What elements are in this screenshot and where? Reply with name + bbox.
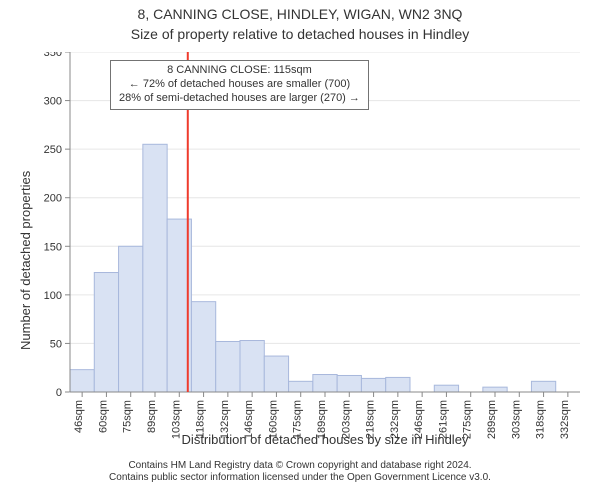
y-axis-label: Number of detached properties [18,171,33,350]
footer-line-2: Contains public sector information licen… [0,472,600,484]
annotation-line-1: 8 CANNING CLOSE: 115sqm [119,64,360,78]
footer-line-1: Contains HM Land Registry data © Crown c… [0,460,600,472]
svg-text:100: 100 [44,290,62,302]
svg-text:0: 0 [56,387,62,399]
svg-text:50: 50 [50,338,62,350]
annotation-box: 8 CANNING CLOSE: 115sqm ← 72% of detache… [110,60,369,110]
svg-text:46sqm: 46sqm [73,400,85,433]
footer-attribution: Contains HM Land Registry data © Crown c… [0,460,600,484]
chart-subtitle: Size of property relative to detached ho… [0,26,600,43]
svg-text:150: 150 [44,241,62,253]
histogram-svg: 0 50 100 150 200 250 300 350 46sqm 60sqm 75sqm 89sq… [30,52,580,442]
annotation-line-2: ← 72% of detached houses are smaller (70… [119,78,360,92]
svg-text:60sqm: 60sqm [97,400,109,433]
figure: { "layout": { "canvas_w": 600, "canvas_h… [0,0,600,500]
svg-text:350: 350 [44,52,62,59]
x-axis-caption: Distribution of detached houses by size … [70,432,580,447]
svg-text:300: 300 [44,96,62,108]
chart-title-address: 8, CANNING CLOSE, HINDLEY, WIGAN, WN2 3N… [0,6,600,23]
svg-text:250: 250 [44,144,62,156]
svg-text:200: 200 [44,193,62,205]
svg-text:89sqm: 89sqm [146,400,158,433]
svg-text:75sqm: 75sqm [122,400,134,433]
annotation-line-3: 28% of semi-detached houses are larger (… [119,92,360,106]
